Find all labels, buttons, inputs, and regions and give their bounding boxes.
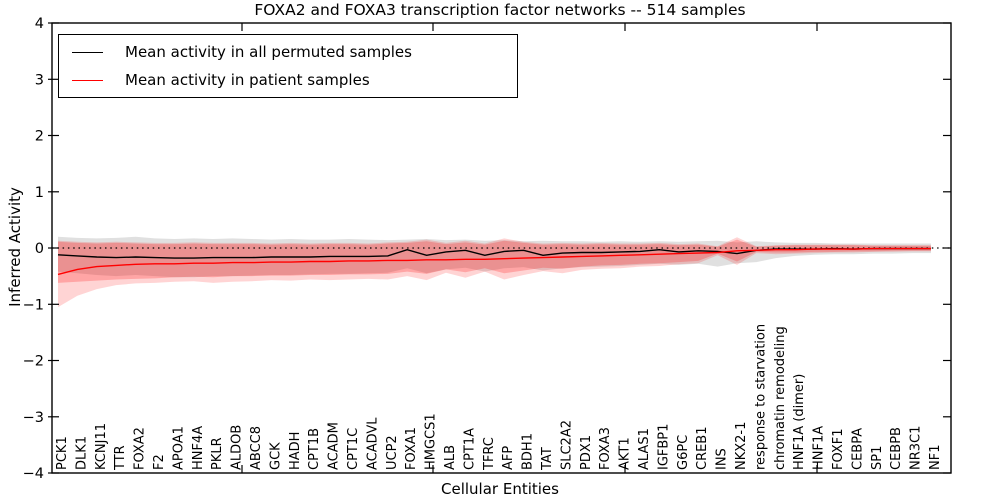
x-tick-label: PKLR: [210, 437, 225, 470]
x-tick-label: NKX2-1: [734, 422, 749, 470]
x-tick-label: ACADVL: [365, 417, 380, 470]
x-tick-label: ALAS1: [637, 428, 652, 470]
x-tick-label: HNF1A (dimer): [792, 374, 807, 470]
y-tick-label: 1: [35, 185, 44, 201]
y-tick-label: −1: [23, 297, 44, 313]
x-tick-label: TFRC: [482, 437, 497, 471]
y-tick-label: 0: [35, 241, 44, 257]
x-tick-label: TTR: [113, 445, 128, 471]
x-tick-label: SP1: [870, 446, 885, 470]
x-tick-label: FOXA3: [598, 427, 613, 470]
x-tick-label: F2: [152, 454, 167, 470]
y-tick-label: −2: [23, 354, 44, 370]
x-tick-label: GCK: [268, 442, 283, 470]
legend-entry-permuted: Mean activity in all permuted samples: [72, 38, 517, 66]
x-tick-label: DLK1: [74, 436, 89, 470]
x-tick-label: KCNJ11: [94, 423, 109, 470]
legend-label-patient: Mean activity in patient samples: [125, 71, 370, 89]
x-tick-label: SLC2A2: [559, 420, 574, 470]
x-tick-label: NF1: [928, 445, 943, 470]
x-tick-label: NR3C1: [909, 426, 924, 470]
x-tick-label: FOXF1: [831, 428, 846, 470]
x-tick-label: ABCC8: [249, 426, 264, 470]
y-axis-label: Inferred Activity: [6, 187, 24, 307]
chart-title: FOXA2 and FOXA3 transcription factor net…: [254, 1, 746, 19]
x-tick-label: response to starvation: [753, 324, 768, 470]
x-tick-label: CPT1C: [346, 428, 361, 470]
y-tick-label: 4: [35, 16, 44, 32]
x-tick-label: FOXA2: [133, 427, 148, 470]
x-tick-label: PCK1: [55, 436, 70, 470]
x-tick-label: chromatin remodeling: [773, 326, 788, 470]
series-line-1: [57, 247, 931, 276]
y-tick-label: 3: [35, 72, 44, 88]
x-tick-label: UCP2: [385, 435, 400, 470]
x-tick-label: AFP: [501, 446, 516, 470]
legend-entry-patient: Mean activity in patient samples: [72, 66, 517, 94]
x-tick-label: HNF4A: [191, 426, 206, 470]
y-tick-label: 2: [35, 129, 44, 145]
x-tick-label: APOA1: [171, 426, 186, 470]
x-tick-label: IGFBP1: [656, 424, 671, 470]
x-tick-label: G6PC: [676, 435, 691, 470]
x-tick-label: AKT1: [618, 437, 633, 470]
x-tick-label: ACADM: [327, 422, 342, 470]
x-tick-label: ALB: [443, 445, 458, 470]
y-tick-label: −3: [23, 410, 44, 426]
x-tick-label: CEBPB: [889, 427, 904, 470]
patient-samples-inner-band: [58, 239, 931, 283]
permuted-samples-std-band: [58, 236, 931, 278]
x-tick-label: BDH1: [521, 433, 536, 470]
x-tick-label: FOXA1: [404, 427, 419, 470]
x-tick-label: CREB1: [695, 426, 710, 470]
y-tick-label: −4: [23, 466, 44, 482]
x-tick-label: HMGCS1: [424, 413, 439, 470]
x-axis-label: Cellular Entities: [441, 480, 559, 498]
x-tick-label: CEBPA: [850, 428, 865, 470]
patient-samples-outer-band: [58, 237, 931, 308]
x-tick-label: HADH: [288, 432, 303, 470]
legend-label-permuted: Mean activity in all permuted samples: [125, 43, 412, 61]
x-tick-label: CPT1B: [307, 428, 322, 470]
x-tick-label: PDX1: [579, 435, 594, 470]
legend-line-permuted-icon: [72, 51, 103, 53]
x-tick-label: TAT: [540, 447, 555, 471]
x-tick-label: HNF1A: [812, 426, 827, 470]
x-tick-label: INS: [715, 448, 730, 470]
legend-line-patient-icon: [72, 79, 103, 81]
x-tick-label: CPT1A: [462, 428, 477, 470]
legend: Mean activity in all permuted samples Me…: [58, 34, 518, 98]
x-tick-label: ALDOB: [230, 425, 245, 470]
